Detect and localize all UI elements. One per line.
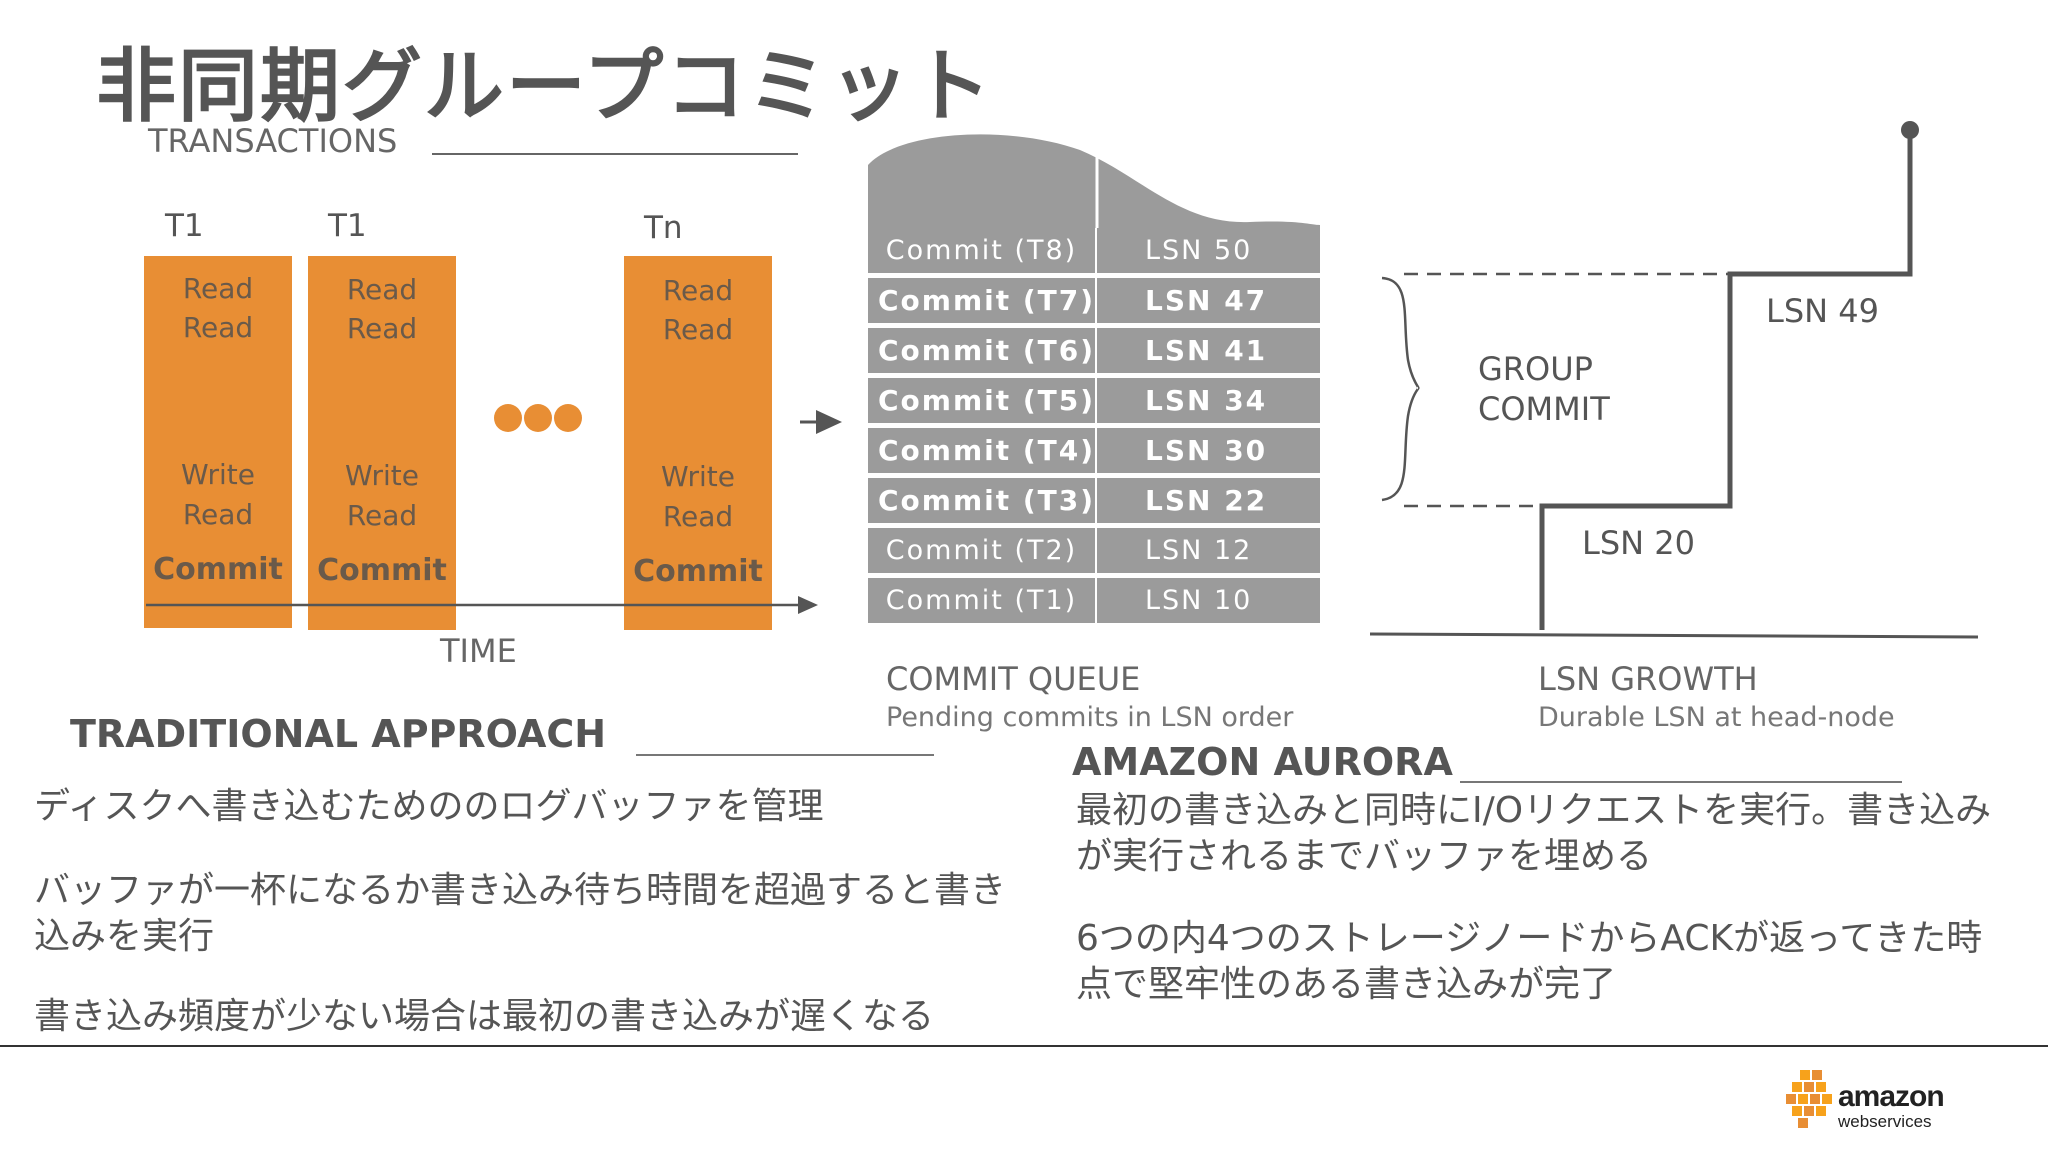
queue-commit-text: Commit (T6) — [878, 334, 1096, 367]
lsn-growth-caption: LSN GROWTH — [1538, 660, 1758, 698]
transactions-label: TRANSACTIONS — [148, 122, 398, 160]
aurora-bullet-2: 6つの内4つのストレージノードからACKが返ってきた時点で堅牢性のある書き込みが… — [1076, 918, 1983, 1005]
aws-logo-text: amazon — [1838, 1080, 1945, 1113]
tx-op: Write — [661, 460, 735, 493]
lsn-growth-subcaption: Durable LSN at head-node — [1538, 702, 1895, 733]
queue-lsn-text: LSN 50 — [1145, 235, 1253, 266]
tx-commit: Commit — [633, 554, 763, 589]
queue-lsn-text: LSN 47 — [1145, 284, 1268, 317]
tx-op: Read — [182, 272, 254, 305]
tx-op: Write — [181, 458, 255, 491]
tx-op: Read — [662, 274, 734, 307]
commit-queue-subcaption: Pending commits in LSN order — [886, 702, 1294, 733]
queue-commit-cell: Commit (T5) — [868, 378, 1095, 423]
traditional-bullet-3: 書き込み頻度が少ない場合は最初の書き込みが遅くなる — [34, 996, 935, 1037]
time-label: TIME — [440, 632, 517, 670]
aws-cubes-icon — [1786, 1070, 1832, 1128]
tx-op: Write — [345, 459, 419, 492]
tx-header-1: T1 — [165, 208, 204, 244]
queue-lsn-cell: LSN 12 — [1097, 528, 1320, 573]
queue-commit-text: Commit (T5) — [878, 384, 1096, 417]
queue-lsn-text: LSN 30 — [1145, 434, 1268, 467]
tx-op: Read — [182, 498, 254, 531]
queue-lsn-cell: LSN 41 — [1097, 328, 1320, 373]
queue-lsn-text: LSN 41 — [1145, 334, 1268, 367]
queue-commit-cell: Commit (T1) — [868, 578, 1095, 623]
queue-commit-cell: Commit (T6) — [868, 328, 1095, 373]
lsn-20-label: LSN 20 — [1582, 524, 1695, 562]
queue-commit-text: Commit (T7) — [878, 284, 1096, 317]
traditional-bullet-1: ディスクへ書き込むためののログバッファを管理 — [34, 786, 824, 827]
tx-header-n: Tn — [644, 210, 683, 246]
aws-logo: amazon webservices — [1786, 1070, 1966, 1134]
aws-logo-subtext: webservices — [1838, 1112, 1932, 1131]
commit-queue-caption: COMMIT QUEUE — [886, 660, 1141, 698]
transaction-box-n: Read Read Write Read Commit — [624, 256, 772, 630]
tx-op: Read — [662, 313, 734, 346]
queue-commit-cell: Commit (T3) — [868, 478, 1095, 523]
lsn-49-label: LSN 49 — [1766, 292, 1879, 330]
tx-header-2: T1 — [328, 208, 367, 244]
transactions-underline — [432, 153, 798, 155]
tx-commit: Commit — [153, 552, 283, 587]
queue-lsn-cell: LSN 30 — [1097, 428, 1320, 473]
queue-lsn-cell: LSN 10 — [1097, 578, 1320, 623]
aurora-bullet-1: 最初の書き込みと同時にI/Oリクエストを実行。書き込みが実行されるまでバッファを… — [1076, 790, 1992, 877]
ellipsis-dot — [524, 404, 552, 432]
aurora-heading: AMAZON AURORA — [1072, 740, 1453, 784]
tx-op: Read — [346, 312, 418, 345]
group-commit-line1: GROUP — [1478, 350, 1593, 388]
queue-lsn-cell: LSN 22 — [1097, 478, 1320, 523]
transaction-box-1: Read Read Write Read Commit — [144, 256, 292, 628]
queue-commit-text: Commit (T4) — [878, 434, 1096, 467]
queue-commit-cell: Commit (T8) — [868, 228, 1095, 273]
queue-commit-cell: Commit (T7) — [868, 278, 1095, 323]
queue-lsn-cell: LSN 47 — [1097, 278, 1320, 323]
tx-op: Read — [346, 499, 418, 532]
transaction-box-2: Read Read Write Read Commit — [308, 256, 456, 630]
ellipsis-dot — [494, 404, 522, 432]
queue-lsn-text: LSN 34 — [1145, 384, 1268, 417]
tx-op: Read — [346, 273, 418, 306]
queue-commit-cell: Commit (T4) — [868, 428, 1095, 473]
group-commit-line2: COMMIT — [1478, 390, 1610, 428]
queue-lsn-cell: LSN 34 — [1097, 378, 1320, 423]
queue-lsn-text: LSN 10 — [1145, 585, 1253, 616]
commit-queue: Commit (T8) LSN 50 Commit (T7) LSN 47 Co… — [868, 228, 1320, 632]
ellipsis-dot — [554, 404, 582, 432]
queue-lsn-text: LSN 12 — [1145, 535, 1253, 566]
tx-commit: Commit — [317, 553, 447, 588]
traditional-bullet-2: バッファが一杯になるか書き込み待ち時間を超過すると書き込みを実行 — [34, 870, 1007, 957]
traditional-heading: TRADITIONAL APPROACH — [70, 712, 607, 756]
slide-title: 非同期グループコミット — [96, 40, 994, 133]
queue-lsn-cell: LSN 50 — [1097, 228, 1320, 273]
tx-op: Read — [662, 500, 734, 533]
queue-commit-cell: Commit (T2) — [868, 528, 1095, 573]
tx-op: Read — [182, 311, 254, 344]
queue-lsn-text: LSN 22 — [1145, 484, 1268, 517]
queue-commit-text: Commit (T3) — [878, 484, 1096, 517]
